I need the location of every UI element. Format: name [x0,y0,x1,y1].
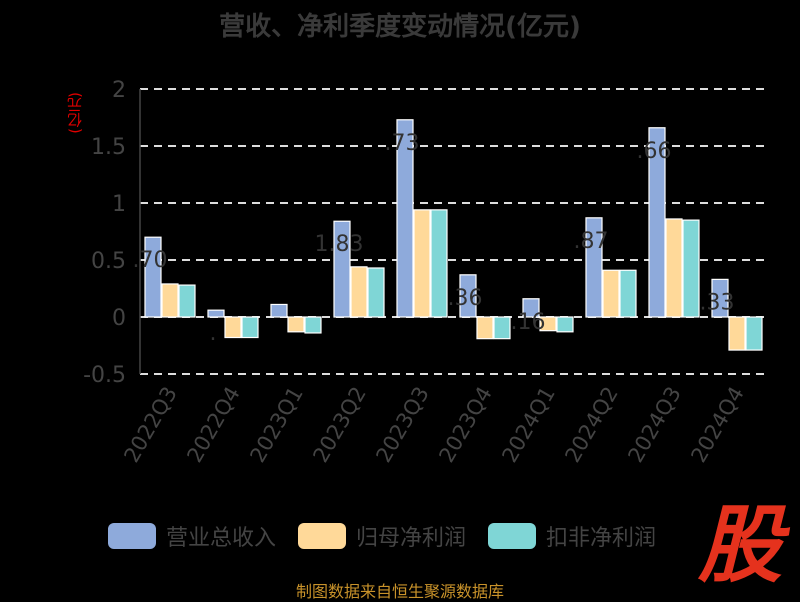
bar-net-profit [287,316,305,333]
brand-logo: 股 [697,496,782,594]
x-tick-label: 2024Q3 [623,383,685,467]
legend-swatch-deducted-profit [488,523,537,549]
bar-revenue [522,298,540,318]
legend-swatch-revenue [108,523,156,549]
bar-chart: 2 1.5 1 0.5 0 -0.5 .70 2022Q3. 2022Q4 2023Q1 1.83 2… [83,78,770,467]
data-label: .36 [448,286,483,311]
legend-label-net-profit: 归母净利润 [356,526,467,551]
bar-revenue [648,127,666,318]
x-tick-label: 2022Q3 [119,383,181,467]
bar-net-profit [539,316,557,332]
legend-item-net-profit[interactable]: 归母净利润 [298,520,466,552]
bar-net-profit [728,316,746,351]
legend-item-deducted-profit[interactable]: 扣非净利润 [488,520,656,552]
bar-deducted-profit [619,269,637,318]
data-label: .16 [511,310,546,335]
data-label: .73 [385,131,420,156]
bar-deducted-profit [430,209,448,318]
legend-item-revenue[interactable]: 营业总收入 [108,520,276,552]
y-tick-label: 0 [112,306,126,331]
bar-deducted-profit [241,316,259,339]
y-tick-label: -0.5 [83,363,126,388]
bar-net-profit [413,209,431,318]
x-tick-label: 2024Q1 [497,383,559,467]
bar-deducted-profit [682,219,700,318]
bar-net-profit [602,269,620,318]
x-tick-label: 2024Q4 [686,383,748,467]
x-tick-label: 2023Q2 [308,383,370,467]
bar-revenue [333,220,351,318]
bar-deducted-profit [304,316,322,334]
data-label: .87 [574,229,609,254]
legend: 营业总收入 归母净利润 扣非净利润 [108,520,656,552]
y-tick-label: 2 [112,78,126,103]
data-label: . [210,321,217,346]
bar-revenue [144,236,162,318]
bar-net-profit [161,283,179,318]
x-tick-label: 2024Q2 [560,383,622,467]
bar-net-profit [350,266,368,318]
bar-revenue [459,274,477,318]
data-label: .66 [637,139,672,164]
bar-revenue [270,303,288,318]
bar-revenue [711,278,729,318]
bar-deducted-profit [556,316,574,333]
bar-revenue [585,217,603,318]
bar-revenue [207,309,225,318]
bar-net-profit [476,316,494,340]
x-tick-label: 2022Q4 [182,383,244,467]
legend-label-revenue: 营业总收入 [166,526,277,551]
legend-label-deducted-profit: 扣非净利润 [546,526,657,551]
x-tick-label: 2023Q3 [371,383,433,467]
data-label: 1.83 [315,232,364,257]
y-tick-label: 1.5 [91,135,126,160]
data-source-note: 制图数据来自恒生聚源数据库 [295,582,504,601]
data-label: .33 [700,290,735,315]
x-tick-label: 2023Q4 [434,383,496,467]
y-tick-label: 0.5 [91,249,126,274]
bar-net-profit [224,316,242,339]
bar-deducted-profit [367,267,385,318]
bar-deducted-profit [493,316,511,340]
bar-net-profit [665,218,683,318]
legend-swatch-net-profit [298,523,347,549]
y-tick-label: 1 [112,192,126,217]
bar-deducted-profit [745,316,763,351]
x-tick-label: 2023Q1 [245,383,307,467]
bar-deducted-profit [178,284,196,318]
bar-revenue [396,119,414,318]
data-label: .70 [133,248,168,273]
chart-title: 营收、净利季度变动情况(亿元) [219,12,581,42]
